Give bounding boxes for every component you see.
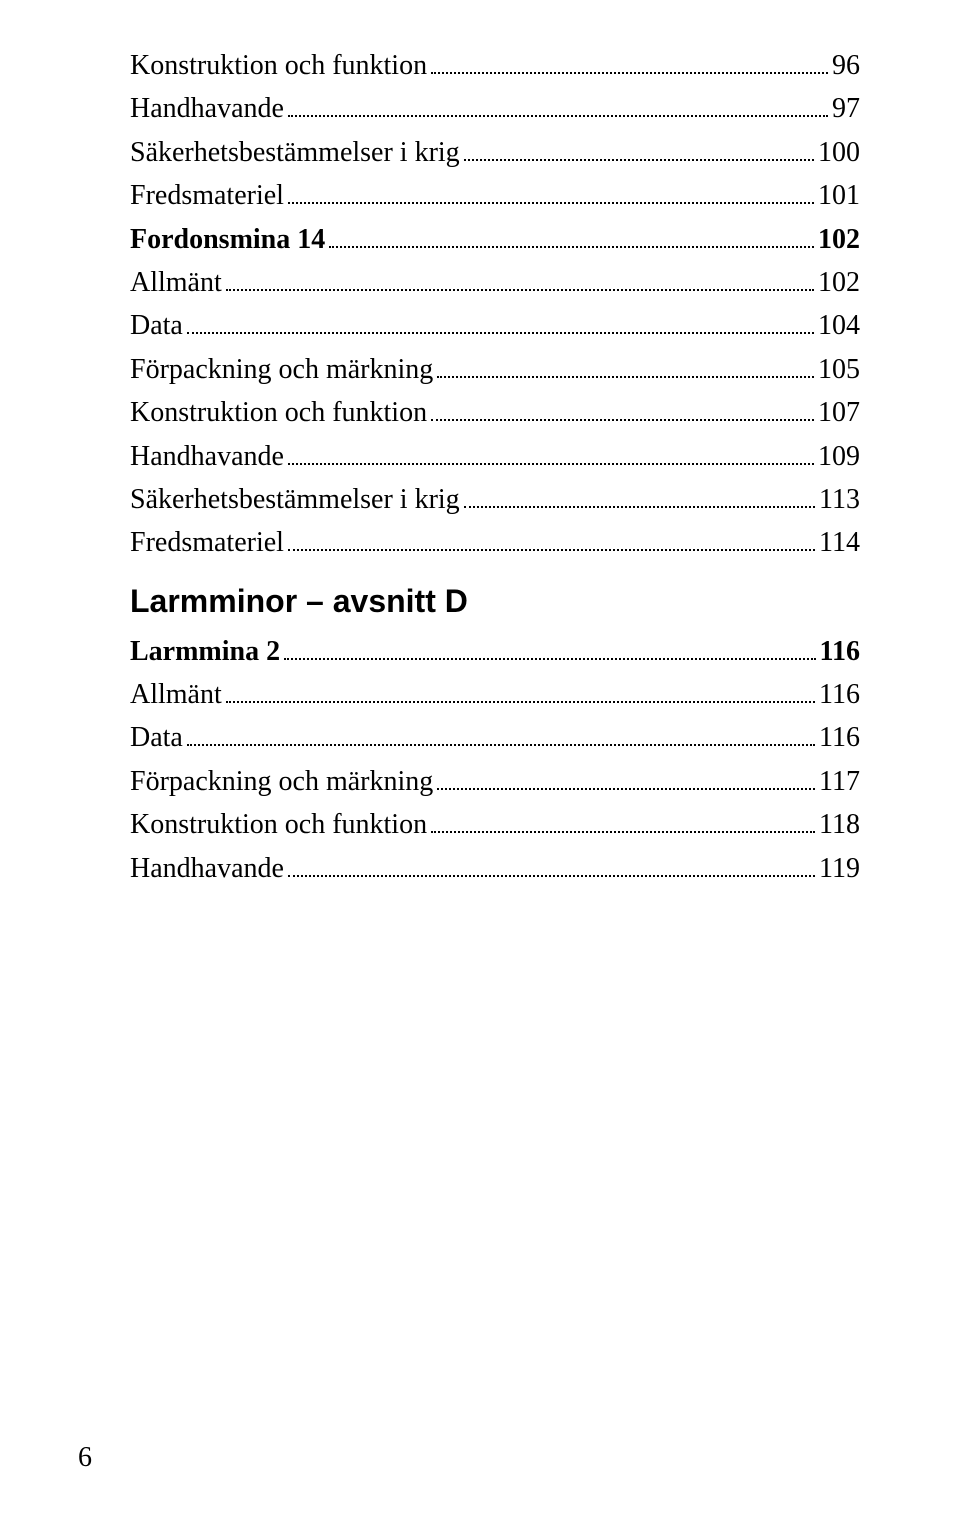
toc-label: Konstruktion och funktion	[130, 803, 427, 846]
page: Konstruktion och funktion 96 Handhavande…	[0, 0, 960, 1532]
toc-leader-dots	[288, 202, 814, 204]
toc-line: Förpackning och märkning 117	[130, 760, 860, 803]
toc-leader-dots	[288, 549, 815, 551]
toc-label: Handhavande	[130, 87, 284, 130]
toc-leader-dots	[288, 115, 828, 117]
toc-line: Konstruktion och funktion 118	[130, 803, 860, 846]
toc-leader-dots	[226, 701, 815, 703]
toc-label: Handhavande	[130, 435, 284, 478]
toc-page-number: 116	[819, 673, 860, 716]
toc-line: Konstruktion och funktion 107	[130, 391, 860, 434]
toc-leader-dots	[284, 658, 815, 660]
toc-label: Allmänt	[130, 673, 222, 716]
toc-label: Förpackning och märkning	[130, 348, 433, 391]
toc-label: Förpackning och märkning	[130, 760, 433, 803]
toc-leader-dots	[431, 419, 814, 421]
toc-page-number: 109	[818, 435, 860, 478]
toc-leader-dots	[288, 463, 814, 465]
toc-leader-dots	[431, 72, 828, 74]
footer-page-number: 6	[78, 1442, 92, 1474]
toc-page-number: 105	[818, 348, 860, 391]
toc-page-number: 107	[818, 391, 860, 434]
toc-leader-dots	[187, 332, 814, 334]
toc-page-number: 117	[819, 760, 860, 803]
toc-leader-dots	[437, 788, 815, 790]
section-heading: Larmminor – avsnitt D	[130, 583, 860, 620]
toc-line: Allmänt 102	[130, 261, 860, 304]
toc-line: Säkerhetsbestämmelser i krig 113	[130, 478, 860, 521]
toc-leader-dots	[226, 289, 814, 291]
toc-line: Konstruktion och funktion 96	[130, 44, 860, 87]
toc-label: Data	[130, 716, 183, 759]
toc-line: Handhavande 109	[130, 435, 860, 478]
toc-page-number: 102	[818, 261, 860, 304]
toc-label: Data	[130, 304, 183, 347]
toc-page-number: 116	[819, 716, 860, 759]
toc-page-number: 100	[818, 131, 860, 174]
toc-line: Larmmina 2 116	[130, 630, 860, 673]
toc-page-number: 114	[819, 521, 860, 564]
toc-page-number: 101	[818, 174, 860, 217]
toc-leader-dots	[437, 376, 814, 378]
toc-label: Konstruktion och funktion	[130, 391, 427, 434]
toc-line: Data 104	[130, 304, 860, 347]
toc-leader-dots	[288, 875, 815, 877]
toc-page-number: 118	[819, 803, 860, 846]
toc-line: Handhavande 119	[130, 847, 860, 890]
toc-leader-dots	[329, 246, 814, 248]
toc-page-number: 119	[819, 847, 860, 890]
toc-label: Handhavande	[130, 847, 284, 890]
toc-label: Larmmina 2	[130, 630, 280, 673]
toc-label: Fordonsmina 14	[130, 218, 325, 261]
toc-page-number: 104	[818, 304, 860, 347]
toc-leader-dots	[464, 159, 814, 161]
toc-page-number: 97	[832, 87, 860, 130]
toc-label: Allmänt	[130, 261, 222, 304]
toc-leader-dots	[464, 506, 815, 508]
toc-line: Fredsmateriel 114	[130, 521, 860, 564]
toc-line: Handhavande 97	[130, 87, 860, 130]
toc-label: Konstruktion och funktion	[130, 44, 427, 87]
toc-page-number: 102	[818, 218, 860, 261]
toc-line: Säkerhetsbestämmelser i krig 100	[130, 131, 860, 174]
toc-line: Fordonsmina 14 102	[130, 218, 860, 261]
toc-page-number: 113	[819, 478, 860, 521]
toc-label: Säkerhetsbestämmelser i krig	[130, 131, 460, 174]
toc-label: Fredsmateriel	[130, 521, 284, 564]
toc-line: Allmänt 116	[130, 673, 860, 716]
toc-line: Fredsmateriel 101	[130, 174, 860, 217]
toc-line: Förpackning och märkning 105	[130, 348, 860, 391]
toc-page-number: 96	[832, 44, 860, 87]
toc-label: Säkerhetsbestämmelser i krig	[130, 478, 460, 521]
toc-page-number: 116	[820, 630, 860, 673]
toc-leader-dots	[187, 744, 815, 746]
toc-line: Data 116	[130, 716, 860, 759]
toc-label: Fredsmateriel	[130, 174, 284, 217]
toc-leader-dots	[431, 831, 815, 833]
